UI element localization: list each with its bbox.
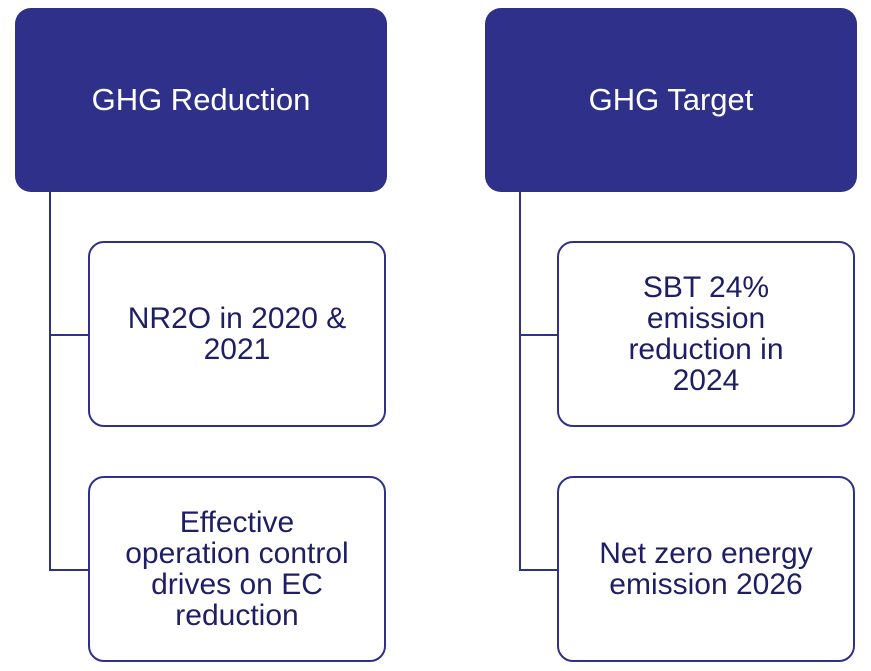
- node-label: Effective: [179, 506, 295, 539]
- child-node: SBT 24% emission reduction in 2024: [557, 241, 855, 427]
- connector: [49, 192, 51, 571]
- node-label: SBT 24%: [642, 271, 770, 304]
- node-label: 2024: [672, 364, 740, 397]
- connector: [49, 334, 88, 336]
- connector: [519, 192, 521, 571]
- node-label: drives on EC: [151, 568, 323, 601]
- node-label: operation control: [125, 537, 349, 570]
- node-label: reduction: [175, 599, 299, 632]
- header-node: GHG Reduction: [15, 8, 387, 192]
- connector: [519, 334, 557, 336]
- node-label: reduction in: [628, 333, 784, 366]
- child-node: NR2O in 2020 & 2021: [88, 241, 386, 427]
- node-label: 2021: [203, 333, 271, 366]
- connector: [519, 569, 557, 571]
- child-node: Effective operation control drives on EC re…: [88, 476, 386, 662]
- node-label: emission 2026: [609, 568, 803, 601]
- header-node: GHG Target: [485, 8, 857, 192]
- node-label: Net zero energy: [599, 537, 813, 570]
- node-label: NR2O in 2020 &: [127, 302, 347, 335]
- child-node: Net zero energy emission 2026: [557, 476, 855, 662]
- connector: [49, 569, 88, 571]
- node-label: emission: [646, 302, 766, 335]
